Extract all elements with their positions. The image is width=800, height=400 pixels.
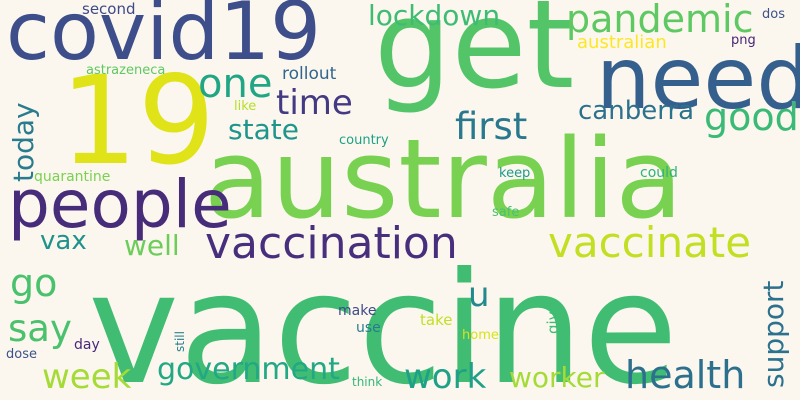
word-work: work [404, 357, 487, 397]
word-one: one [198, 61, 273, 107]
word-day: day [74, 337, 100, 353]
word-give: give [544, 302, 562, 334]
word-vaccination: vaccination [205, 218, 458, 269]
word-rollout: rollout [282, 64, 337, 84]
word-get: get [374, 0, 575, 116]
word-go: go [10, 261, 58, 305]
word-u: u [468, 275, 490, 315]
word-vaccine: vaccine [88, 240, 678, 400]
word-vaccinate: vaccinate [548, 218, 752, 267]
word-country: country [339, 133, 389, 148]
word-19: 19 [60, 50, 216, 192]
word-canberra: canberra [578, 96, 695, 126]
word-need: need [596, 29, 800, 129]
word-quarantine: quarantine [34, 169, 111, 185]
word-worker: worker [509, 361, 605, 394]
word-dose: dose [6, 347, 37, 362]
word-health: health [625, 353, 746, 397]
word-still: still [173, 331, 187, 352]
word-home: home [462, 328, 499, 343]
word-make: make [338, 303, 377, 319]
word-government: government [157, 352, 340, 387]
word-keep: keep [499, 166, 531, 181]
word-like: like [234, 99, 257, 114]
word-time: time [276, 83, 353, 123]
word-dos: dos [762, 7, 785, 22]
word-use: use [356, 320, 381, 336]
word-good: good [704, 95, 799, 139]
word-australia: australia [204, 115, 683, 243]
word-well: well [124, 229, 180, 262]
word-png: png [731, 33, 756, 48]
word-could: could [640, 165, 678, 181]
word-think: think [352, 375, 383, 389]
word-state: state [228, 113, 299, 146]
word-support: support [757, 280, 790, 388]
word-lockdown: lockdown [368, 0, 501, 32]
word-week: week [42, 357, 132, 397]
word-say: say [8, 307, 72, 350]
word-second: second [82, 0, 136, 18]
word-covid19: covid19 [6, 0, 322, 78]
word-vax: vax [40, 226, 87, 256]
word-australian: australian [577, 32, 667, 53]
word-take: take [420, 311, 453, 329]
word-people: people [8, 166, 232, 243]
word-first: first [455, 105, 528, 148]
word-safe: safe [492, 205, 520, 220]
word-astrazeneca: astrazeneca [86, 63, 166, 78]
word-pandemic: pandemic [566, 0, 754, 41]
